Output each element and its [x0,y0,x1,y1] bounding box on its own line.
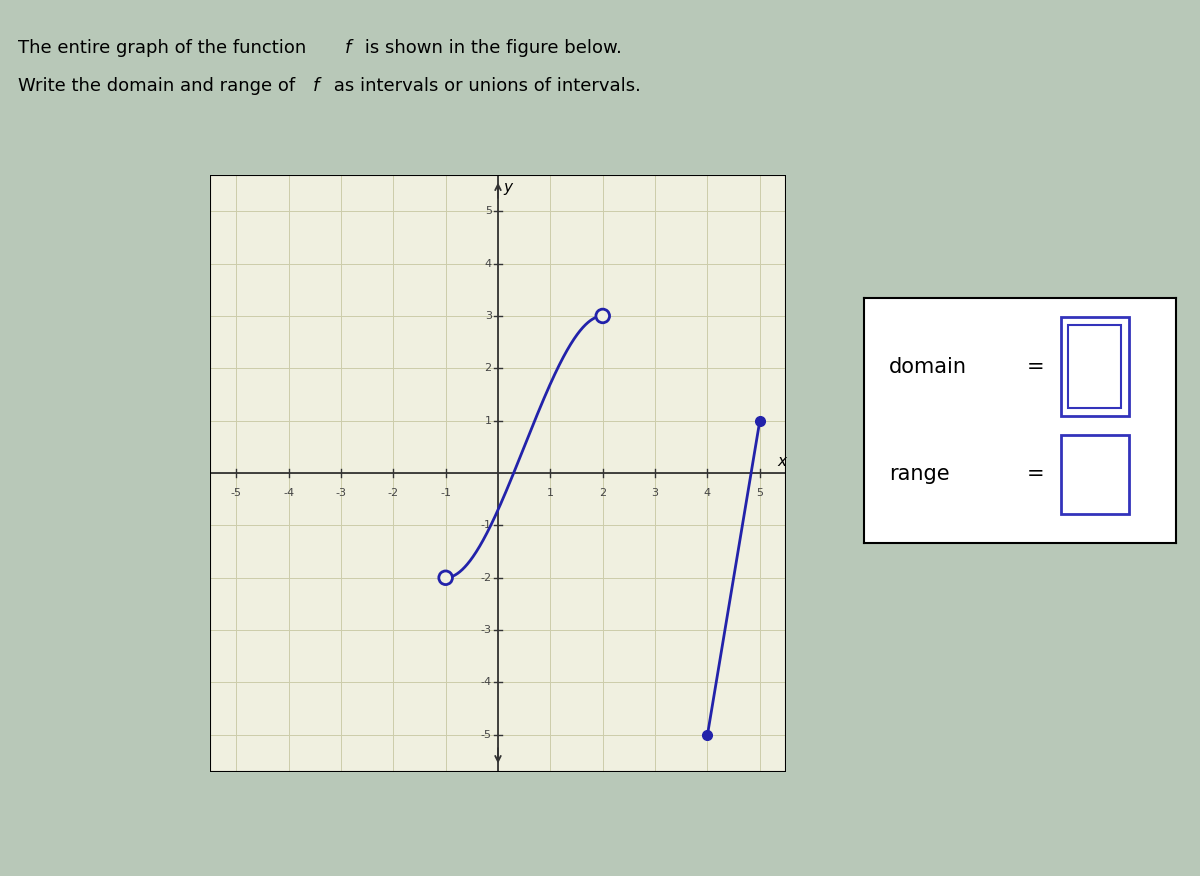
Text: =: = [1027,464,1044,484]
Text: =: = [1027,357,1044,377]
Text: y: y [503,180,512,195]
Text: as intervals or unions of intervals.: as intervals or unions of intervals. [328,77,641,95]
Text: 1: 1 [547,488,554,498]
Text: -2: -2 [480,573,492,583]
Text: 2: 2 [485,364,492,373]
Text: 3: 3 [485,311,492,321]
Circle shape [439,571,452,584]
Text: 4: 4 [485,258,492,269]
Bar [1068,325,1122,408]
Text: f: f [313,77,319,95]
Text: -1: -1 [440,488,451,498]
Text: 2: 2 [599,488,606,498]
Bar [1061,435,1129,513]
Text: Write the domain and range of: Write the domain and range of [18,77,301,95]
Text: -5: -5 [481,730,492,740]
Text: domain: domain [889,357,967,377]
Text: 4: 4 [704,488,712,498]
Text: 1: 1 [485,416,492,426]
Text: -4: -4 [283,488,294,498]
Bar [1061,317,1129,415]
Text: x: x [778,454,786,469]
Text: -5: -5 [230,488,241,498]
Text: -2: -2 [388,488,398,498]
Text: is shown in the figure below.: is shown in the figure below. [359,39,622,58]
Text: 5: 5 [756,488,763,498]
Text: 3: 3 [652,488,659,498]
Text: f: f [344,39,350,58]
Text: The entire graph of the function: The entire graph of the function [18,39,312,58]
Circle shape [596,309,610,322]
Text: -3: -3 [481,625,492,635]
Text: -1: -1 [481,520,492,530]
Text: range: range [889,464,949,484]
Text: 5: 5 [485,206,492,216]
Text: -4: -4 [480,677,492,688]
Bar [210,174,786,772]
Text: -3: -3 [336,488,347,498]
